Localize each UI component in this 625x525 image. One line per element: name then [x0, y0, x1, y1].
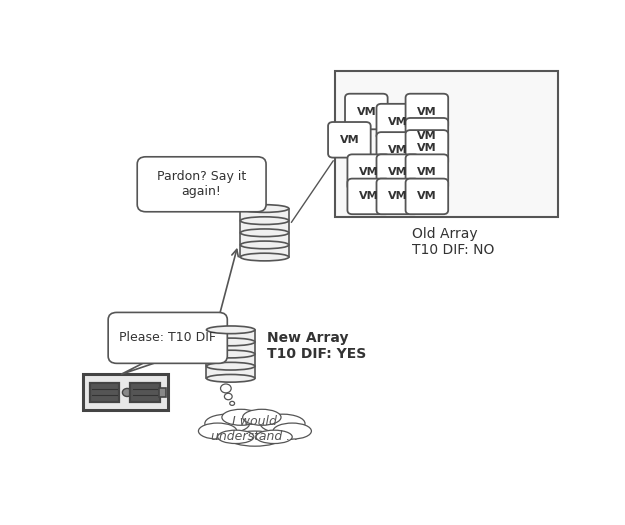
FancyBboxPatch shape: [376, 154, 419, 190]
Ellipse shape: [199, 423, 237, 439]
Text: VM: VM: [417, 143, 437, 153]
Circle shape: [221, 384, 231, 393]
FancyBboxPatch shape: [348, 178, 390, 214]
Text: New Array
T10 DIF: YES: New Array T10 DIF: YES: [267, 331, 366, 361]
Text: VM: VM: [388, 167, 408, 177]
FancyBboxPatch shape: [328, 122, 371, 158]
FancyBboxPatch shape: [376, 104, 419, 140]
Ellipse shape: [241, 229, 289, 237]
Text: VM: VM: [388, 192, 408, 202]
FancyBboxPatch shape: [406, 118, 448, 153]
Ellipse shape: [241, 217, 289, 225]
Text: VM: VM: [388, 145, 408, 155]
Text: Pardon? Say it
again!: Pardon? Say it again!: [157, 170, 246, 198]
FancyBboxPatch shape: [84, 374, 168, 411]
FancyBboxPatch shape: [406, 130, 448, 166]
FancyBboxPatch shape: [406, 154, 448, 190]
Ellipse shape: [241, 253, 289, 261]
Ellipse shape: [217, 415, 292, 442]
FancyBboxPatch shape: [406, 178, 448, 214]
FancyBboxPatch shape: [406, 94, 448, 129]
Ellipse shape: [206, 326, 255, 334]
Text: VM: VM: [417, 107, 437, 117]
Text: VM: VM: [388, 117, 408, 127]
Circle shape: [230, 401, 234, 405]
FancyBboxPatch shape: [131, 383, 159, 402]
Ellipse shape: [222, 410, 260, 425]
Text: VM: VM: [417, 131, 437, 141]
Ellipse shape: [241, 241, 289, 249]
FancyBboxPatch shape: [376, 178, 419, 214]
Ellipse shape: [206, 362, 255, 370]
Text: Old Array
T10 DIF: NO: Old Array T10 DIF: NO: [412, 227, 495, 257]
Text: VM: VM: [417, 192, 437, 202]
Text: VM: VM: [356, 107, 376, 117]
Polygon shape: [206, 330, 255, 379]
Ellipse shape: [206, 374, 255, 382]
FancyBboxPatch shape: [108, 312, 228, 363]
Polygon shape: [121, 357, 173, 374]
FancyBboxPatch shape: [345, 94, 388, 129]
Text: VM: VM: [359, 192, 379, 202]
FancyBboxPatch shape: [348, 154, 390, 190]
FancyBboxPatch shape: [159, 387, 166, 397]
Circle shape: [224, 393, 232, 400]
FancyBboxPatch shape: [90, 383, 119, 402]
Ellipse shape: [205, 414, 249, 433]
Ellipse shape: [229, 431, 281, 446]
Text: Please: T10 DIF: Please: T10 DIF: [119, 331, 216, 344]
Ellipse shape: [206, 350, 255, 358]
Text: I would
understand ...: I would understand ...: [211, 415, 299, 443]
Polygon shape: [188, 205, 262, 206]
Polygon shape: [241, 208, 289, 257]
Circle shape: [122, 388, 132, 396]
Ellipse shape: [256, 430, 293, 444]
FancyBboxPatch shape: [376, 132, 419, 167]
Ellipse shape: [242, 410, 281, 425]
Text: VM: VM: [359, 167, 379, 177]
Ellipse shape: [273, 423, 311, 439]
Ellipse shape: [217, 430, 254, 444]
Text: VM: VM: [417, 167, 437, 177]
Text: VM: VM: [339, 135, 359, 145]
Ellipse shape: [260, 414, 305, 433]
Polygon shape: [335, 71, 558, 217]
FancyBboxPatch shape: [138, 157, 266, 212]
Ellipse shape: [206, 338, 255, 346]
Ellipse shape: [241, 205, 289, 213]
